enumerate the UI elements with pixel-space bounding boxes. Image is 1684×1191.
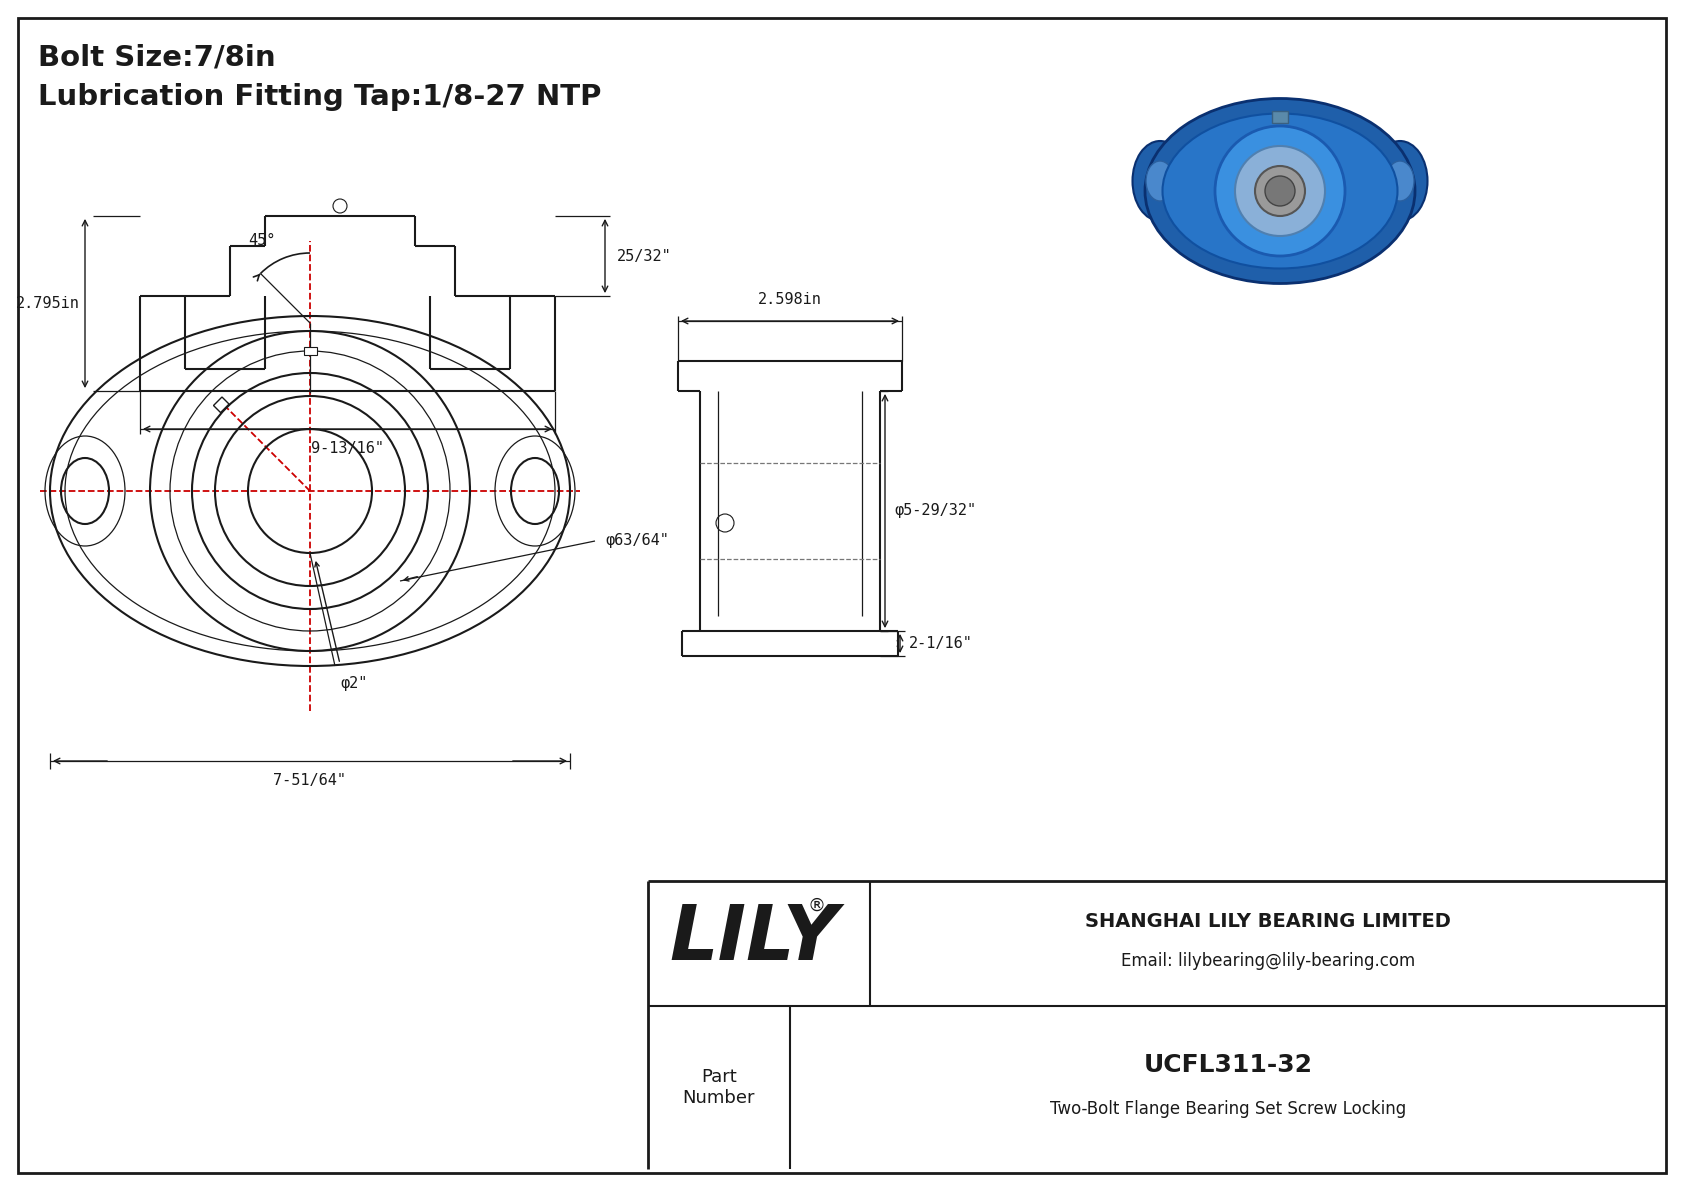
Text: Email: lilybearing@lily-bearing.com: Email: lilybearing@lily-bearing.com xyxy=(1122,953,1415,971)
Bar xyxy=(214,397,229,412)
Ellipse shape xyxy=(1162,113,1398,268)
Text: 7-51/64": 7-51/64" xyxy=(273,773,347,788)
Text: φ5-29/32": φ5-29/32" xyxy=(894,504,977,518)
Circle shape xyxy=(1234,146,1325,236)
Text: 25/32": 25/32" xyxy=(616,249,672,263)
Text: Bolt Size:7/8in: Bolt Size:7/8in xyxy=(39,43,276,71)
Text: ®: ® xyxy=(808,897,825,915)
Ellipse shape xyxy=(1145,99,1415,283)
Ellipse shape xyxy=(1133,141,1187,222)
Ellipse shape xyxy=(1147,161,1174,201)
Ellipse shape xyxy=(1386,161,1415,201)
Text: Lubrication Fitting Tap:1/8-27 NTP: Lubrication Fitting Tap:1/8-27 NTP xyxy=(39,83,601,111)
Text: φ63/64": φ63/64" xyxy=(605,534,669,549)
Bar xyxy=(1271,111,1288,123)
Text: LILY: LILY xyxy=(670,902,839,975)
Text: 2-1/16": 2-1/16" xyxy=(909,636,973,651)
Text: 9-13/16": 9-13/16" xyxy=(312,441,384,456)
Circle shape xyxy=(1265,176,1295,206)
Text: Part
Number: Part Number xyxy=(682,1068,754,1106)
Ellipse shape xyxy=(1372,141,1428,222)
Text: SHANGHAI LILY BEARING LIMITED: SHANGHAI LILY BEARING LIMITED xyxy=(1084,912,1452,931)
Circle shape xyxy=(1214,126,1346,256)
Text: 2.598in: 2.598in xyxy=(758,292,822,307)
Text: 2.795in: 2.795in xyxy=(17,297,81,311)
Text: UCFL311-32: UCFL311-32 xyxy=(1143,1054,1312,1078)
Text: φ2": φ2" xyxy=(340,676,367,691)
Circle shape xyxy=(1255,166,1305,216)
Bar xyxy=(303,347,317,355)
Text: Two-Bolt Flange Bearing Set Screw Locking: Two-Bolt Flange Bearing Set Screw Lockin… xyxy=(1049,1100,1406,1118)
Text: 45°: 45° xyxy=(248,233,276,248)
